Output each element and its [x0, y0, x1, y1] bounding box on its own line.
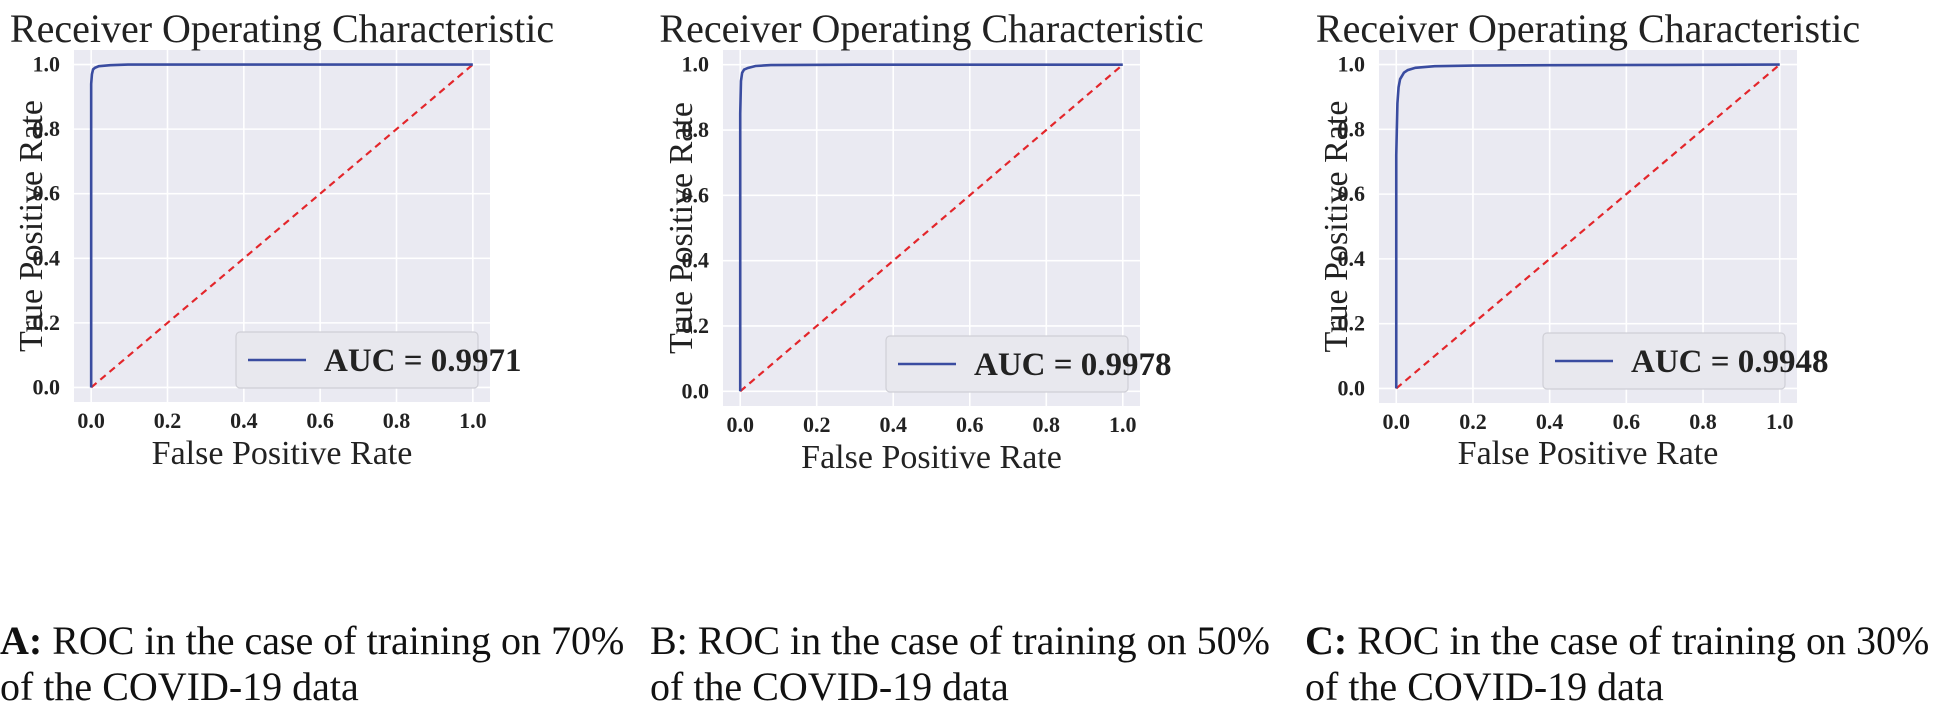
roc-curve — [89, 63, 473, 388]
caption-c: C: ROC in the case of training on 30% of… — [1305, 618, 1935, 710]
x-tick-label: 1.0 — [1766, 409, 1794, 434]
x-tick-label: 1.0 — [459, 408, 487, 433]
y-axis-ticks: 0.0 0.2 0.4 0.6 0.8 1.0 — [682, 52, 710, 404]
legend-box — [1542, 332, 1786, 390]
legend-box — [885, 335, 1129, 393]
x-axis-ticks: 0.0 0.2 0.4 0.6 0.8 1.0 — [1383, 409, 1794, 434]
y-tick-label: 1.0 — [682, 52, 710, 77]
roc-chart-c: 0.0 0.2 0.4 0.6 0.8 1.0 0.0 0.2 0.4 0.6 0.8 1.0 AU… — [1316, 6, 1860, 472]
y-tick-label: 0.0 — [1338, 375, 1366, 400]
y-tick-label: 1.0 — [33, 52, 61, 77]
legend: AUC = 0.9978 — [885, 335, 1172, 393]
y-tick-label: 0.8 — [1338, 116, 1366, 141]
x-axis-label: False Positive Rate — [1458, 435, 1719, 472]
y-tick-label: 0.6 — [33, 181, 61, 206]
x-tick-label: 0.8 — [1033, 412, 1061, 437]
x-tick-label: 0.6 — [306, 408, 334, 433]
y-axis-label: True Positive Rate — [663, 102, 700, 354]
x-axis-ticks: 0.0 0.2 0.4 0.6 0.8 1.0 — [77, 408, 486, 433]
x-tick-label: 0.2 — [1459, 409, 1487, 434]
caption-label: B: — [650, 618, 688, 663]
x-axis-ticks: 0.0 0.2 0.4 0.6 0.8 1.0 — [726, 412, 1136, 437]
y-tick-label: 0.2 — [33, 310, 61, 335]
x-tick-label: 1.0 — [1109, 412, 1137, 437]
x-axis-label: False Positive Rate — [801, 439, 1062, 476]
x-tick-label: 0.0 — [1383, 409, 1411, 434]
legend-auc-label: AUC = 0.9948 — [1631, 344, 1829, 380]
caption-text: ROC in the case of training on 70% of th… — [0, 618, 625, 709]
y-tick-label: 0.6 — [1338, 181, 1366, 206]
y-tick-label: 1.0 — [1338, 52, 1366, 77]
x-tick-label: 0.6 — [956, 412, 984, 437]
legend: AUC = 0.9948 — [1542, 332, 1829, 390]
x-tick-label: 0.2 — [154, 408, 182, 433]
y-tick-label: 0.8 — [33, 116, 61, 141]
roc-chart-b: 0.0 0.2 0.4 0.6 0.8 1.0 0.0 0.2 0.4 0.6 0.8 1.0 AU… — [659, 6, 1203, 476]
x-tick-label: 0.0 — [77, 408, 105, 433]
x-tick-label: 0.8 — [1689, 409, 1717, 434]
panel-a: 0.0 0.2 0.4 0.6 0.8 1.0 0.0 0.2 0.4 0.6 0.8 1.0 AU… — [0, 0, 645, 714]
y-axis-ticks: 0.0 0.2 0.4 0.6 0.8 1.0 — [33, 52, 61, 400]
legend-auc-label: AUC = 0.9971 — [324, 343, 522, 379]
chart-title: Receiver Operating Characteristic — [10, 6, 554, 51]
x-axis-label: False Positive Rate — [152, 435, 413, 472]
caption-label: C: — [1305, 618, 1348, 663]
legend-auc-label: AUC = 0.9978 — [974, 347, 1172, 383]
x-tick-label: 0.6 — [1613, 409, 1641, 434]
roc-curve — [1394, 63, 1780, 389]
x-tick-label: 0.0 — [726, 412, 754, 437]
caption-a: A: ROC in the case of training on 70% of… — [0, 618, 640, 710]
y-tick-label: 0.0 — [33, 374, 61, 399]
caption-b: B: ROC in the case of training on 50% of… — [650, 618, 1290, 710]
x-tick-label: 0.2 — [803, 412, 831, 437]
caption-text: ROC in the case of training on 50% of th… — [650, 618, 1270, 709]
x-tick-label: 0.8 — [383, 408, 411, 433]
caption-text: ROC in the case of training on 30% of th… — [1305, 618, 1930, 709]
y-axis-label: True Positive Rate — [13, 100, 50, 352]
caption-label: A: — [0, 618, 43, 663]
y-tick-label: 0.4 — [682, 248, 710, 273]
y-axis-ticks: 0.0 0.2 0.4 0.6 0.8 1.0 — [1338, 52, 1366, 401]
y-tick-label: 0.0 — [682, 378, 710, 403]
x-tick-label: 0.4 — [879, 412, 907, 437]
roc-chart-a: 0.0 0.2 0.4 0.6 0.8 1.0 0.0 0.2 0.4 0.6 0.8 1.0 AU… — [10, 6, 554, 472]
chart-title: Receiver Operating Characteristic — [1316, 6, 1860, 51]
x-tick-label: 0.4 — [230, 408, 258, 433]
chart-title: Receiver Operating Characteristic — [659, 6, 1203, 51]
y-tick-label: 0.8 — [682, 117, 710, 142]
x-tick-label: 0.4 — [1536, 409, 1564, 434]
legend-box — [235, 331, 479, 389]
y-tick-label: 0.6 — [682, 182, 710, 207]
panel-b: 0.0 0.2 0.4 0.6 0.8 1.0 0.0 0.2 0.4 0.6 0.8 1.0 AU… — [650, 0, 1295, 714]
y-tick-label: 0.4 — [33, 245, 61, 270]
y-tick-label: 0.4 — [1338, 246, 1366, 271]
legend: AUC = 0.9971 — [235, 331, 522, 389]
roc-curve — [738, 63, 1123, 392]
panel-c: 0.0 0.2 0.4 0.6 0.8 1.0 0.0 0.2 0.4 0.6 0.8 1.0 AU… — [1305, 0, 1935, 714]
y-tick-label: 0.2 — [1338, 311, 1366, 336]
y-tick-label: 0.2 — [682, 313, 710, 338]
y-axis-label: True Positive Rate — [1318, 101, 1355, 353]
